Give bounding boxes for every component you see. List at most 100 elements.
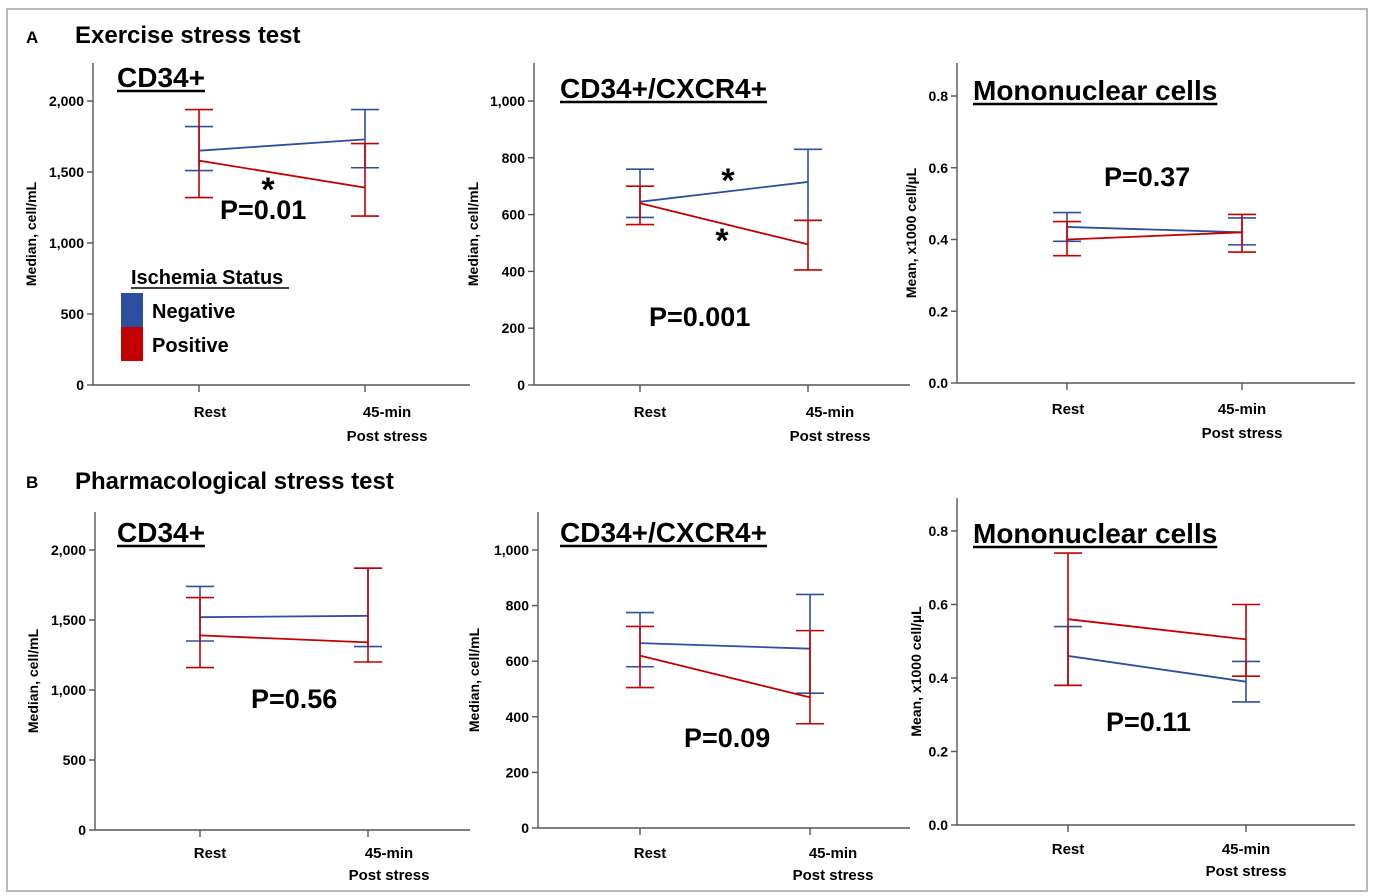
panel-title: CD34+ [117, 62, 205, 93]
x-tick-label-line2: Post stress [793, 867, 874, 884]
y-tick-label: 1,000 [49, 235, 84, 251]
y-tick-label: 0 [517, 377, 525, 393]
p-value: P=0.11 [1106, 707, 1191, 737]
x-tick-label: Rest [634, 404, 667, 421]
x-tick-label: 45-min [365, 845, 413, 862]
y-tick-label: 200 [502, 320, 526, 336]
x-tick-label: 45-min [363, 404, 411, 421]
series-line-negative [639, 642, 811, 650]
y-tick-label: 600 [506, 653, 530, 669]
y-tick-label: 0.0 [929, 817, 949, 833]
x-tick-label: Rest [194, 404, 227, 421]
series-line-negative [639, 181, 809, 203]
y-tick-label: 1,000 [494, 542, 529, 558]
series-line-positive [1066, 231, 1243, 241]
series-line-positive [1067, 618, 1247, 641]
section-b-title: Pharmacological stress test [75, 468, 394, 495]
legend-swatch-positive [121, 327, 143, 361]
y-tick-label: 400 [506, 709, 530, 725]
series-line-positive [639, 202, 809, 246]
y-axis-label: Median, cell/mL [25, 628, 41, 733]
y-axis-label: Median, cell/mL [466, 627, 482, 732]
y-tick-label: 0.6 [929, 160, 949, 176]
y-tick-label: 2,000 [49, 93, 84, 109]
y-tick-label: 0.2 [929, 744, 949, 760]
y-tick-label: 1,000 [490, 93, 525, 109]
panel-title: Mononuclear cells [973, 518, 1217, 549]
section-a-letter: A [26, 28, 38, 47]
chart-panel-2: 0 200 400 600 800 1,000 Rest 45-min Post stress M… [465, 63, 910, 445]
series-line-negative [1067, 655, 1247, 683]
x-tick-label: Rest [1052, 841, 1085, 858]
x-tick-label: Rest [194, 845, 227, 862]
y-tick-label: 800 [502, 150, 526, 166]
x-tick-label-line2: Post stress [347, 428, 428, 445]
y-tick-label: 600 [502, 207, 526, 223]
legend-label-positive: Positive [152, 335, 229, 357]
x-tick-label: 45-min [1218, 401, 1266, 418]
y-tick-label: 0.6 [929, 597, 949, 613]
x-tick-label: Rest [634, 845, 667, 862]
significance-star: * [721, 162, 735, 200]
y-tick-label: 0 [76, 377, 84, 393]
series-line-positive [639, 654, 811, 699]
section-a-title: Exercise stress test [75, 22, 301, 49]
x-tick-label-line2: Post stress [790, 428, 871, 445]
p-value: P=0.09 [684, 723, 770, 753]
x-tick-label: 45-min [1222, 841, 1270, 858]
p-value: P=0.01 [220, 195, 306, 225]
chart-panel-5: 0 200 400 600 800 1,000 Rest 45-min Post stress M… [466, 512, 910, 884]
chart-panel-3: 0.0 0.2 0.4 0.6 0.8 Rest 45-min Post stress Mean… [903, 63, 1355, 442]
y-tick-label: 0.4 [929, 232, 949, 248]
y-tick-label: 400 [502, 263, 526, 279]
y-tick-label: 0.2 [929, 303, 949, 319]
series-line-positive [199, 634, 369, 644]
y-tick-label: 500 [61, 306, 85, 322]
y-tick-label: 500 [63, 752, 87, 768]
y-axis-label: Mean, x1000 cell/µL [908, 606, 924, 737]
y-tick-label: 2,000 [51, 542, 86, 558]
p-value: P=0.56 [251, 684, 337, 714]
y-axis-label: Mean, x1000 cell/µL [903, 167, 919, 298]
p-value: P=0.37 [1104, 162, 1190, 192]
series-line-negative [1066, 226, 1243, 234]
legend-swatch-negative [121, 293, 143, 327]
series-line-positive [198, 159, 366, 189]
y-tick-label: 800 [506, 598, 530, 614]
x-tick-label: 45-min [809, 845, 857, 862]
y-tick-label: 0 [78, 822, 86, 838]
x-tick-label-line2: Post stress [349, 867, 430, 884]
chart-panel-1: 0 500 1,000 1,500 2,000 Rest 45-min Post stress… [23, 62, 470, 445]
chart-panel-6: 0.0 0.2 0.4 0.6 0.8 Rest 45-min Post stress Mean… [908, 498, 1355, 880]
y-tick-label: 1,000 [51, 682, 86, 698]
y-tick-label: 0.8 [929, 88, 949, 104]
y-tick-label: 1,500 [51, 612, 86, 628]
x-tick-label-line2: Post stress [1206, 863, 1287, 880]
legend-label-negative: Negative [152, 301, 235, 323]
panel-title: Mononuclear cells [973, 75, 1217, 106]
significance-star: * [715, 222, 729, 260]
legend-title: Ischemia Status [131, 267, 283, 289]
figure-frame [6, 8, 1368, 892]
y-tick-label: 0.8 [929, 523, 949, 539]
series-line-negative [198, 138, 366, 152]
p-value: P=0.001 [649, 302, 750, 332]
section-b-letter: B [26, 473, 38, 492]
significance-star: * [261, 171, 275, 209]
y-tick-label: 0.4 [929, 670, 949, 686]
y-tick-label: 0.0 [929, 375, 949, 391]
panel-title: CD34+ [117, 517, 205, 548]
y-tick-label: 0 [521, 820, 529, 836]
y-tick-label: 1,500 [49, 164, 84, 180]
y-tick-label: 200 [506, 764, 530, 780]
x-tick-label: 45-min [806, 404, 854, 421]
x-tick-label: Rest [1052, 401, 1085, 418]
chart-panel-4: 0 500 1,000 1,500 2,000 Rest 45-min Post stress… [25, 512, 470, 884]
series-line-negative [199, 614, 369, 619]
x-tick-label-line2: Post stress [1202, 425, 1283, 442]
panel-title: CD34+/CXCR4+ [560, 517, 767, 548]
legend: Ischemia Status Negative Positive [121, 267, 289, 361]
y-axis-label: Median, cell/mL [465, 181, 481, 286]
panel-title: CD34+/CXCR4+ [560, 73, 767, 104]
